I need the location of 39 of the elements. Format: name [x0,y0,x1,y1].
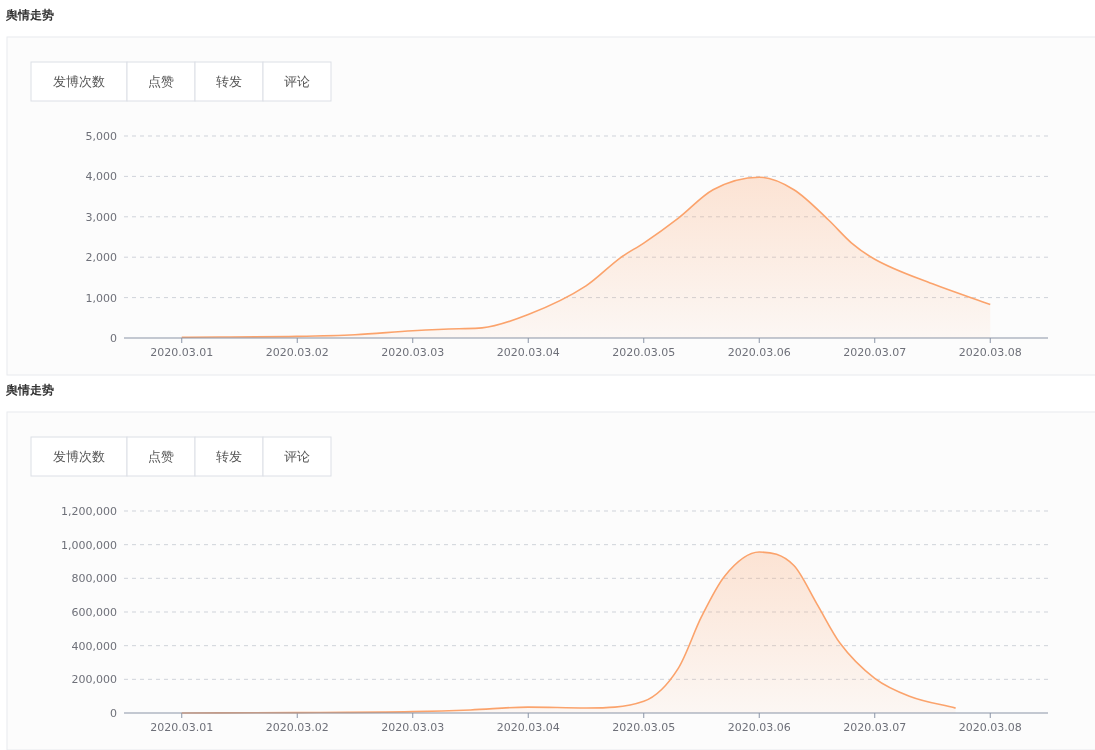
x-tick-label: 2020.03.06 [727,346,791,359]
x-tick-label: 2020.03.01 [150,346,214,359]
y-tick-label: 2,000 [85,251,117,265]
x-tick-label: 2020.03.02 [265,721,329,734]
text: 发博次数 [53,74,105,89]
y-tick-label: 0 [110,332,117,345]
text: 转发 [216,449,242,464]
text: 评论 [284,74,310,89]
x-tick-label: 2020.03.03 [381,346,445,359]
x-tick-label: 2020.03.02 [265,346,329,359]
chart-title: 舆情走势 [5,383,54,397]
x-tick-label: 2020.03.08 [958,721,1022,734]
text: 转发 [216,74,242,89]
y-tick-label: 1,000,000 [61,538,117,552]
y-tick-label: 5,000 [85,130,117,143]
y-tick-label: 1,000 [85,291,117,305]
y-tick-label: 400,000 [71,639,117,653]
y-tick-label: 1,200,000 [61,505,117,518]
y-tick-label: 200,000 [71,673,117,687]
x-tick-label: 2020.03.04 [496,346,560,359]
y-tick-label: 0 [110,707,117,720]
x-tick-label: 2020.03.06 [727,721,791,734]
text: 点赞 [148,74,174,89]
x-tick-label: 2020.03.08 [958,346,1022,359]
x-tick-label: 2020.03.01 [150,721,214,734]
y-tick-label: 800,000 [71,572,117,586]
x-tick-label: 2020.03.04 [496,721,560,734]
text: 评论 [284,449,310,464]
text: 发博次数 [53,449,105,464]
y-tick-label: 600,000 [71,606,117,619]
y-tick-label: 4,000 [85,170,117,184]
y-tick-label: 3,000 [85,210,117,224]
chart-title: 舆情走势 [5,8,54,22]
text: 点赞 [148,449,174,464]
x-tick-label: 2020.03.03 [381,721,445,734]
x-tick-label: 2020.03.05 [612,721,676,734]
x-tick-label: 2020.03.05 [612,346,676,359]
x-tick-label: 2020.03.07 [843,721,907,734]
x-tick-label: 2020.03.07 [843,346,907,359]
